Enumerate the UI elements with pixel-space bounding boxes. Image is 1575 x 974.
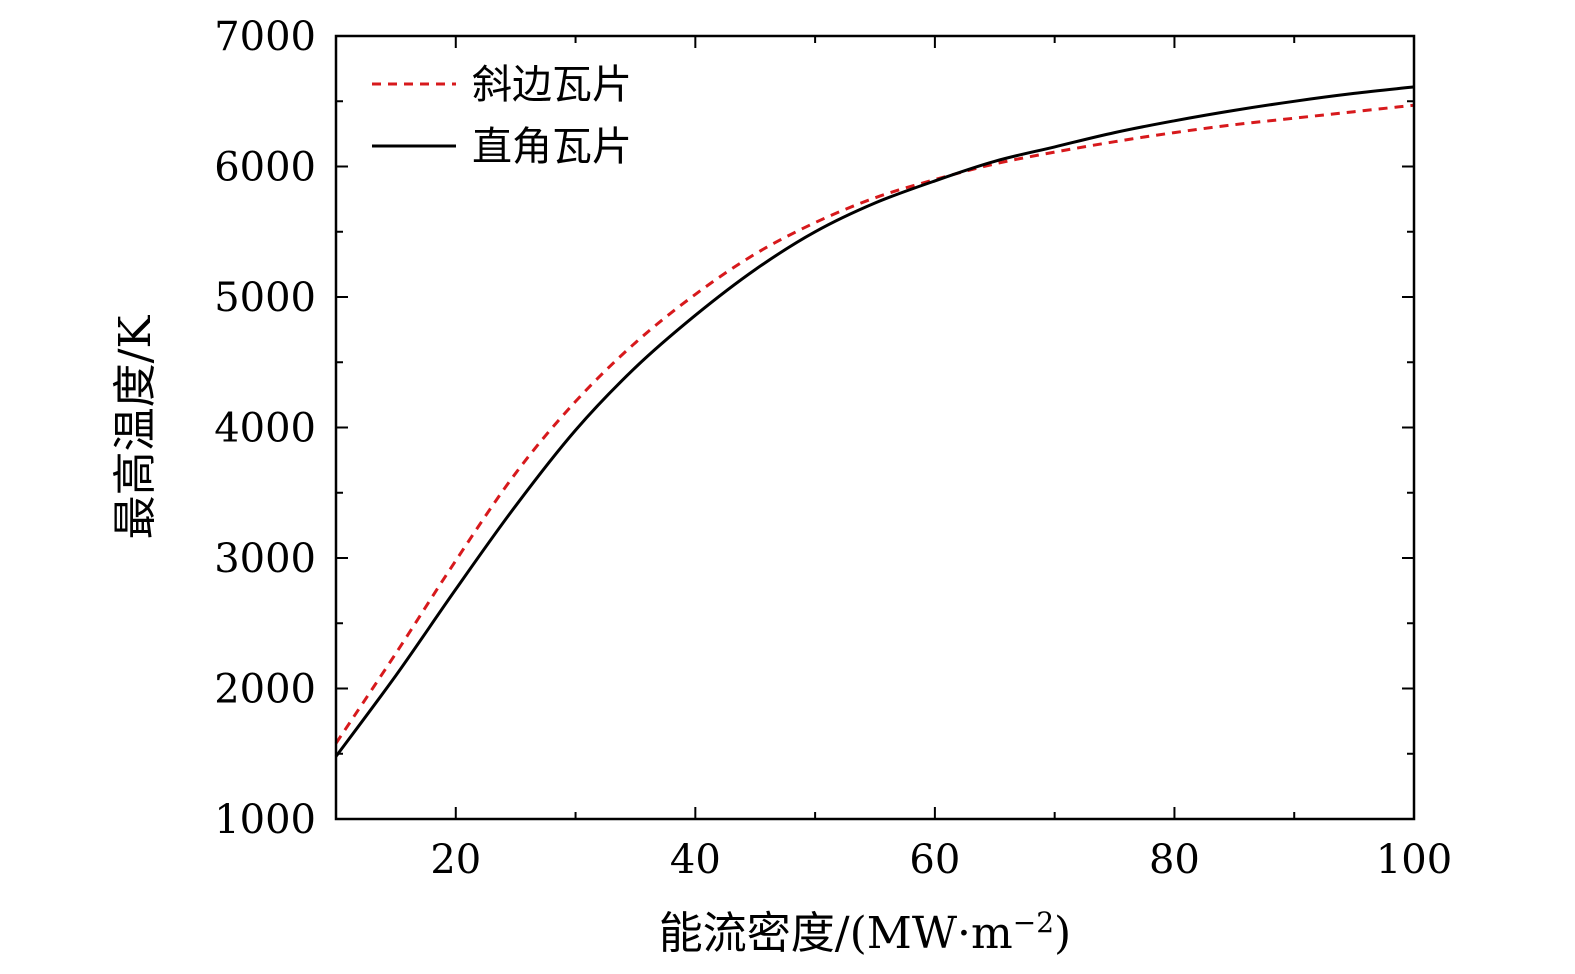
- y-tick-label: 6000: [214, 145, 316, 191]
- legend-label-2: 直角瓦片: [472, 124, 632, 170]
- plot-frame: [334, 34, 1416, 821]
- x-tick-label: 80: [1149, 837, 1200, 883]
- x-axis-title-superscript: −2: [1013, 906, 1054, 939]
- x-tick-label: 100: [1376, 837, 1452, 883]
- y-axis-title: 最高温度/K: [110, 315, 161, 540]
- x-tick-label: 60: [909, 837, 960, 883]
- y-tick-label: 1000: [214, 797, 316, 843]
- y-tick-label: 4000: [214, 406, 316, 452]
- y-tick-label: 2000: [214, 667, 316, 713]
- y-tick-label: 7000: [214, 14, 316, 60]
- x-tick-label: 40: [670, 837, 721, 883]
- legend-label-1: 斜边瓦片: [472, 62, 632, 108]
- series-line-2: [334, 85, 1415, 758]
- y-tick-label: 5000: [214, 275, 316, 321]
- axes: 20 40 60 80 100 1000 2000 3000 4000 5000 6000 7000: [214, 14, 1452, 883]
- y-tick-label: 3000: [214, 536, 316, 582]
- x-axis-title-close: ): [1054, 908, 1071, 959]
- x-tick-label: 20: [430, 837, 481, 883]
- series-line-1: [334, 103, 1415, 745]
- x-axis-title-main: 能流密度/(MW·m: [659, 908, 1013, 959]
- x-axis-title: 能流密度/(MW·m−2): [659, 906, 1071, 959]
- series-layer: [334, 85, 1415, 758]
